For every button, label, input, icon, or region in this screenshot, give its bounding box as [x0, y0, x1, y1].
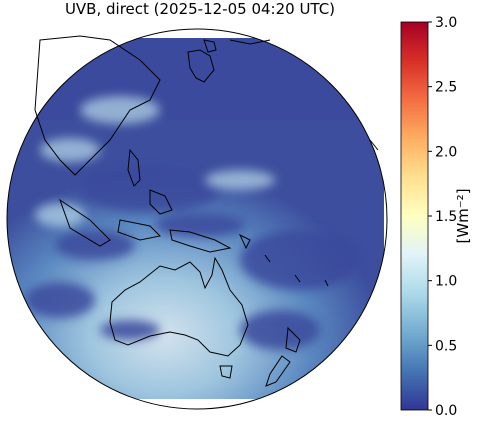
- colorbar-label: [Wm⁻²]: [454, 188, 472, 243]
- data-field: [7, 38, 384, 399]
- colorbar-tick-label: 3.0: [435, 15, 457, 31]
- title: UVB, direct (2025-12-05 04:20 UTC): [65, 0, 335, 18]
- colorbar: 0.0 0.5 1.0 1.5 2.0 2.5 3.0: [400, 15, 457, 419]
- colorbar-tick-label: 0.0: [435, 403, 457, 419]
- colorbar-tick-label: 2.5: [435, 80, 457, 96]
- colorbar-tick-label: 0.5: [435, 338, 457, 354]
- colorbar-tick-label: 1.0: [435, 274, 457, 290]
- coastlines: [34, 35, 379, 387]
- colorbar-tick-label: 1.5: [435, 209, 457, 225]
- colorbar-ramp: [400, 21, 429, 411]
- colorbar-tick-label: 2.0: [435, 144, 457, 160]
- globe-outline: [6, 28, 388, 410]
